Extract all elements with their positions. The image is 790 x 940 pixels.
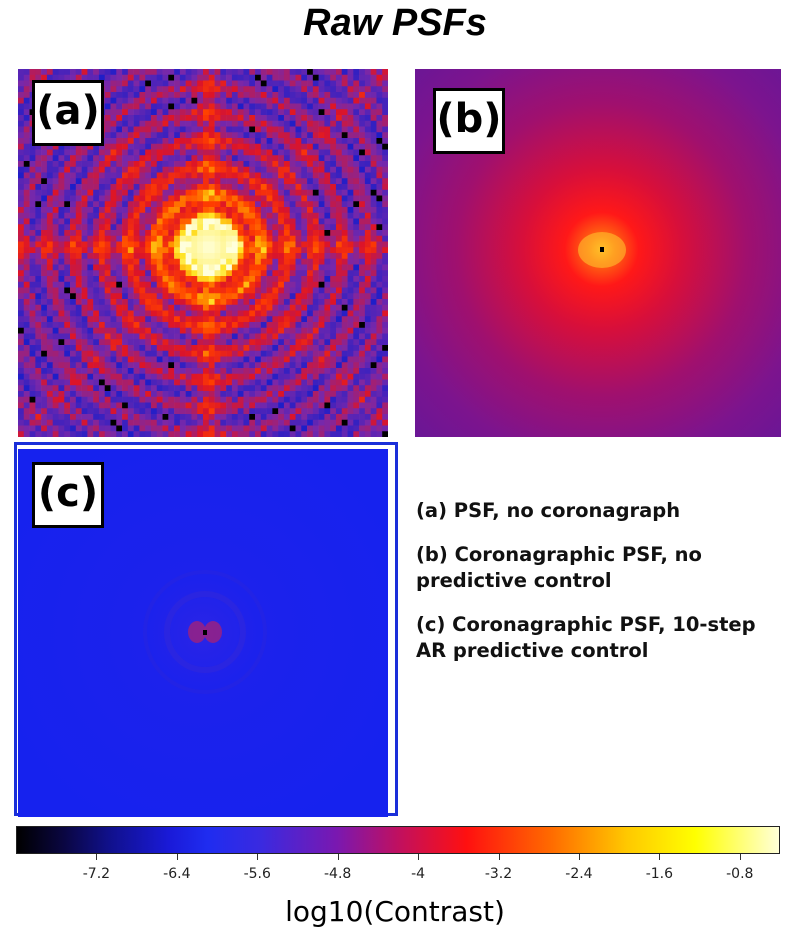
colorbar-tick-mark bbox=[498, 854, 500, 860]
colorbar-tick-label: -3.2 bbox=[484, 866, 513, 882]
panel-c-tag: (c) bbox=[32, 462, 104, 528]
colorbar-tick-label: -1.6 bbox=[645, 866, 674, 882]
colorbar-label: log10(Contrast) bbox=[285, 895, 505, 928]
legend-item-a: (a) PSF, no coronagraph bbox=[416, 499, 681, 522]
colorbar bbox=[16, 826, 780, 854]
colorbar-tick-mark bbox=[96, 854, 98, 860]
colorbar-tick-label: -6.4 bbox=[163, 866, 191, 882]
colorbar-tick-mark bbox=[659, 854, 661, 860]
colorbar-tick-mark bbox=[337, 854, 339, 860]
colorbar-tick-mark bbox=[739, 854, 741, 860]
colorbar-tick-mark bbox=[176, 854, 178, 860]
legend-item-b: (b) Coronagraphic PSF, no predictive con… bbox=[416, 543, 702, 592]
colorbar-tick-label: -5.6 bbox=[243, 866, 271, 882]
colorbar-tick-label: -7.2 bbox=[82, 866, 111, 882]
colorbar-tick-label: -4.8 bbox=[324, 866, 352, 882]
caption-legend: (a) PSF, no coronagraph (b) Coronagraphi… bbox=[416, 498, 786, 682]
colorbar-tick-label: -4 bbox=[411, 866, 426, 882]
colorbar-tick-label: -0.8 bbox=[726, 866, 754, 882]
colorbar-tick-mark bbox=[257, 854, 259, 860]
panel-b-tag: (b) bbox=[433, 88, 505, 154]
colorbar-tick-mark bbox=[578, 854, 580, 860]
legend-item-c: (c) Coronagraphic PSF, 10-step AR predic… bbox=[416, 613, 756, 662]
psf-image-a bbox=[18, 69, 388, 437]
figure-title: Raw PSFs bbox=[303, 2, 487, 44]
panel-a-tag: (a) bbox=[32, 80, 104, 146]
colorbar-tick-mark bbox=[418, 854, 420, 860]
colorbar-tick-label: -2.4 bbox=[565, 866, 593, 882]
colorbar-ticks: -7.2 -6.4 -5.6 -4.8 -4 -3.2 -2.4 -1.6 -0.8 bbox=[0, 854, 790, 894]
